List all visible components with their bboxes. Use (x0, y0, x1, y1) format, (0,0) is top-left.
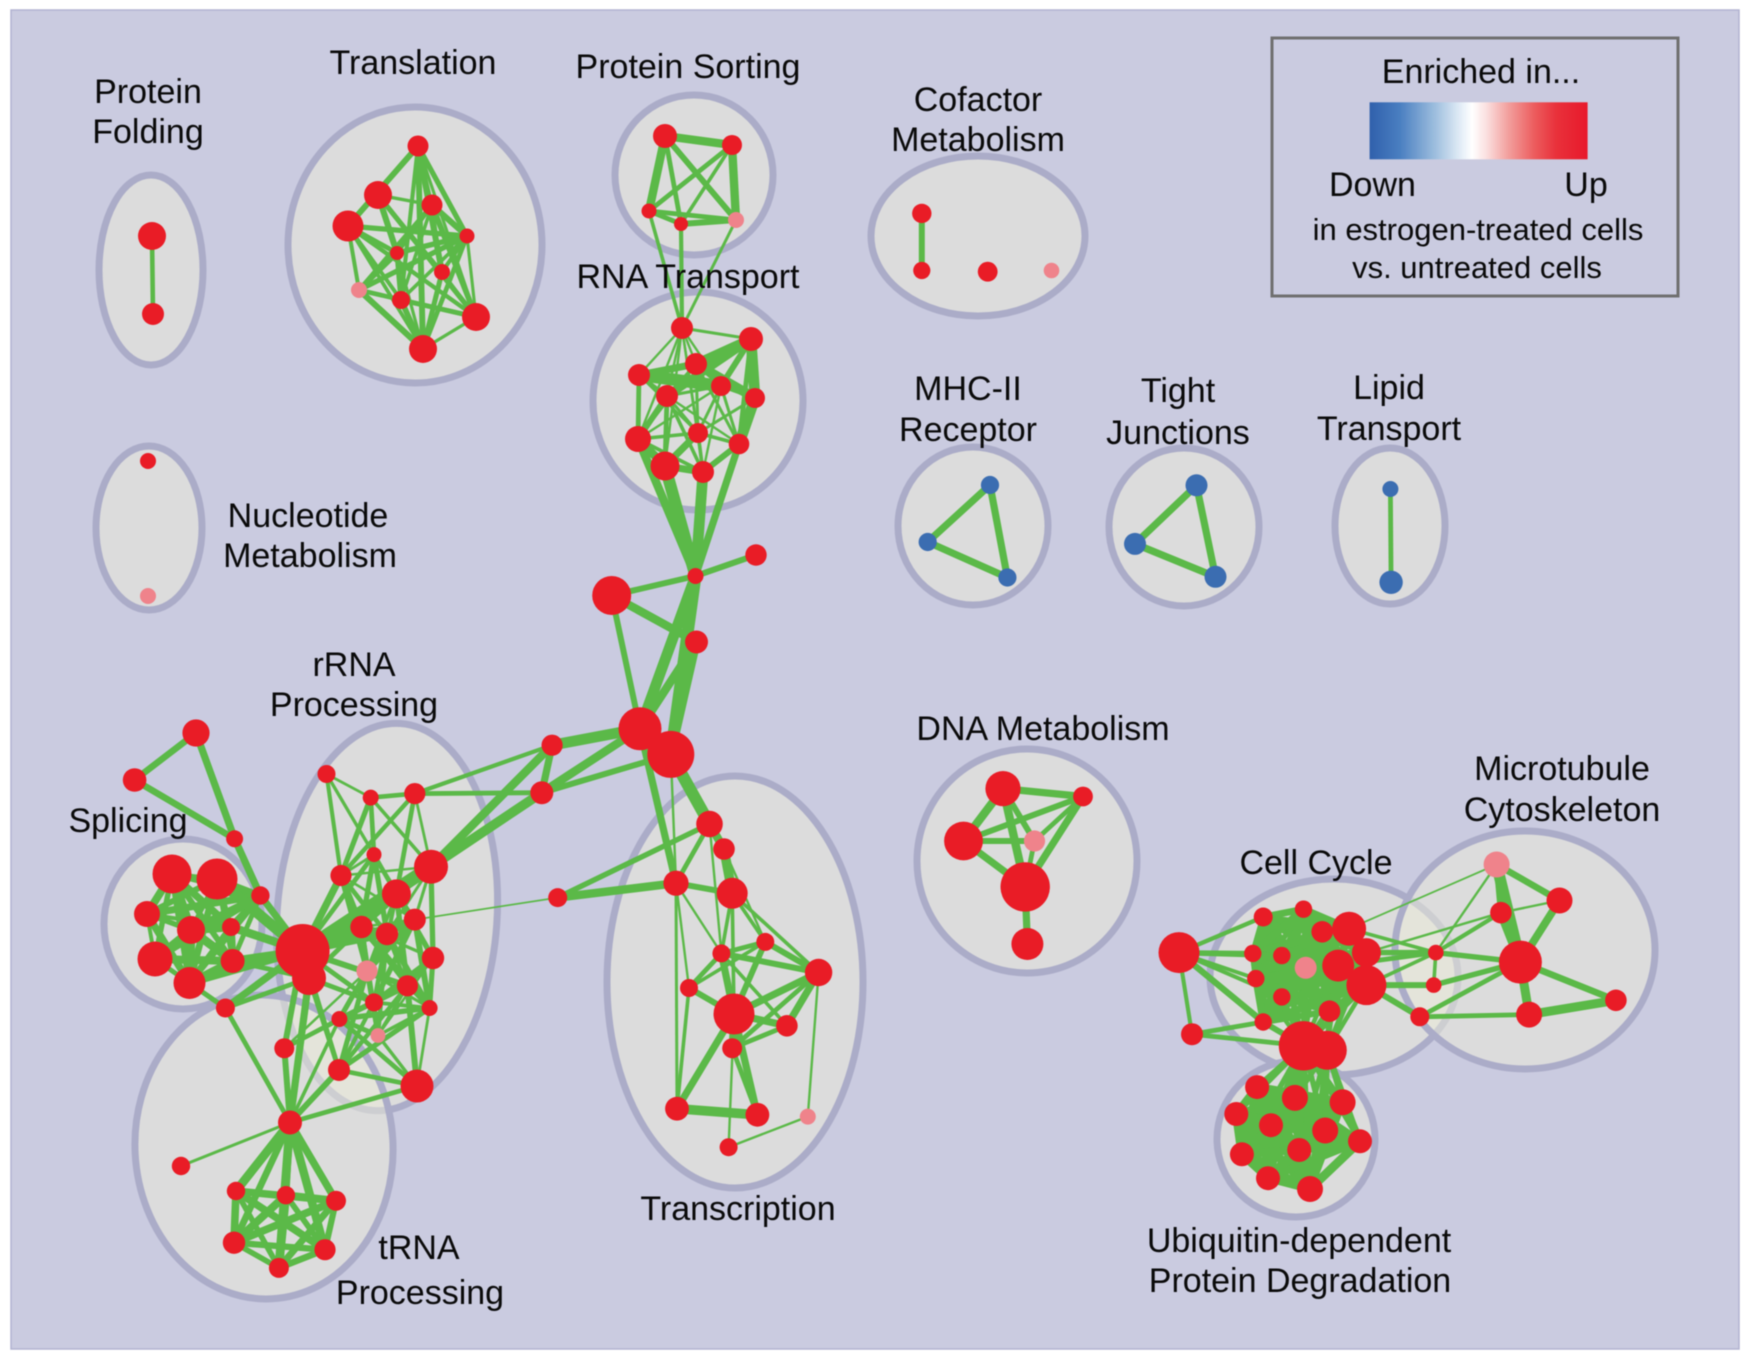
svg-text:Down: Down (1329, 166, 1416, 204)
svg-text:Metabolism: Metabolism (223, 537, 397, 575)
svg-text:Protein: Protein (94, 73, 202, 111)
svg-text:MHC-II: MHC-II (914, 370, 1022, 408)
svg-text:Processing: Processing (270, 686, 438, 724)
svg-text:Receptor: Receptor (899, 411, 1037, 449)
svg-text:Tight: Tight (1141, 372, 1216, 410)
svg-text:Splicing: Splicing (68, 802, 187, 840)
svg-text:Metabolism: Metabolism (891, 121, 1065, 159)
svg-text:in estrogen-treated cells: in estrogen-treated cells (1313, 212, 1644, 247)
svg-text:Cell Cycle: Cell Cycle (1239, 844, 1392, 882)
svg-text:Transcription: Transcription (640, 1190, 835, 1228)
svg-text:tRNA: tRNA (378, 1229, 460, 1267)
svg-text:Protein Sorting: Protein Sorting (576, 48, 801, 86)
svg-text:Nucleotide: Nucleotide (228, 497, 389, 535)
svg-text:Enriched in...: Enriched in... (1382, 53, 1580, 91)
svg-text:RNA Transport: RNA Transport (577, 258, 801, 296)
svg-text:Up: Up (1564, 166, 1607, 204)
svg-text:Protein Degradation: Protein Degradation (1149, 1262, 1451, 1300)
svg-text:Microtubule: Microtubule (1474, 750, 1650, 788)
svg-text:Transport: Transport (1317, 410, 1462, 448)
svg-text:Lipid: Lipid (1353, 369, 1425, 407)
svg-text:Cytoskeleton: Cytoskeleton (1464, 791, 1661, 829)
svg-text:Folding: Folding (92, 113, 204, 151)
svg-text:vs. untreated cells: vs. untreated cells (1352, 250, 1602, 285)
svg-text:DNA Metabolism: DNA Metabolism (916, 710, 1169, 748)
svg-text:rRNA: rRNA (312, 646, 395, 684)
svg-text:Junctions: Junctions (1106, 414, 1250, 452)
svg-text:Ubiquitin-dependent: Ubiquitin-dependent (1147, 1222, 1452, 1260)
svg-text:Processing: Processing (336, 1274, 504, 1312)
svg-text:Translation: Translation (330, 44, 497, 82)
svg-text:Cofactor: Cofactor (914, 81, 1043, 119)
